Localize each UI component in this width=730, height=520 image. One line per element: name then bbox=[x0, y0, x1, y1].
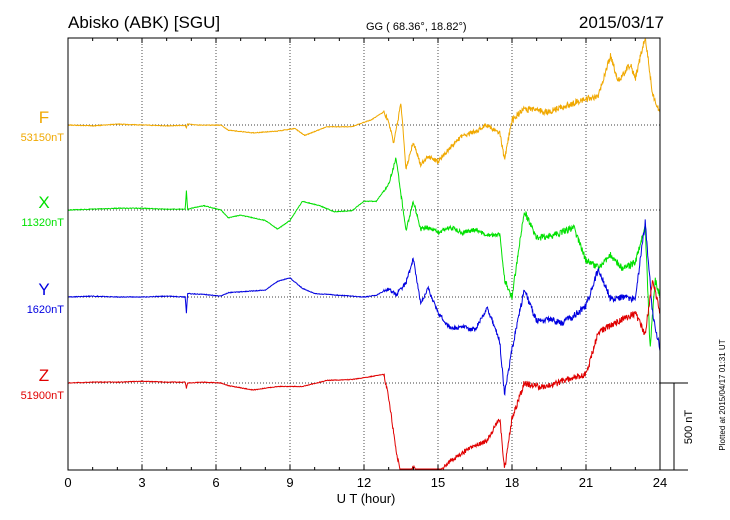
channel-name-f: F bbox=[39, 108, 49, 127]
channel-baseline-y: 1620nT bbox=[27, 304, 65, 316]
channel-name-y: Y bbox=[38, 280, 49, 299]
trace-z bbox=[67, 280, 661, 470]
x-tick-label: 15 bbox=[431, 475, 445, 490]
channel-baseline-x: 11320nT bbox=[21, 217, 64, 229]
x-tick-label: 6 bbox=[212, 475, 219, 490]
x-tick-label: 3 bbox=[138, 475, 145, 490]
grid-lines bbox=[68, 38, 660, 470]
channel-baseline-z: 51900nT bbox=[21, 390, 65, 402]
station-coordinates: GG ( 68.36°, 18.82°) bbox=[366, 21, 467, 33]
x-tick-label: 18 bbox=[505, 475, 519, 490]
channel-name-x: X bbox=[38, 193, 49, 212]
channel-labels: F 53150nT X 11320nT Y 1620nT Z 51900nT bbox=[21, 108, 65, 402]
date-label: 2015/03/17 bbox=[579, 13, 664, 32]
x-axis-label: U T (hour) bbox=[337, 491, 396, 506]
trace-x bbox=[67, 157, 661, 347]
x-tick-label: 0 bbox=[64, 475, 71, 490]
x-tick-label: 21 bbox=[579, 475, 593, 490]
trace-y bbox=[67, 219, 661, 397]
trace-f bbox=[67, 38, 661, 170]
station-title: Abisko (ABK) [SGU] bbox=[68, 13, 220, 32]
channel-name-z: Z bbox=[39, 366, 49, 385]
scale-bar-label: 500 nT bbox=[683, 410, 695, 445]
x-tick-label: 12 bbox=[357, 475, 371, 490]
x-tick-label: 9 bbox=[286, 475, 293, 490]
channel-baseline-f: 53150nT bbox=[21, 132, 65, 144]
plotted-timestamp: Plotted at 2015/04/17 01:31 UT bbox=[718, 339, 727, 450]
x-tick-label: 24 bbox=[653, 475, 667, 490]
x-axis-ticks: 0 3 6 9 12 15 18 21 24 bbox=[64, 38, 667, 490]
scale-bar: 500 nT bbox=[660, 382, 695, 471]
trace-layer bbox=[67, 38, 661, 470]
